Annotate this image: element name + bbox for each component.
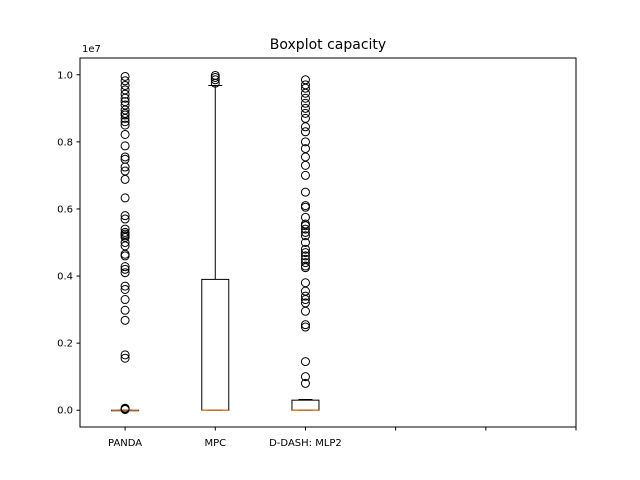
outlier-point xyxy=(300,254,310,264)
outlier-point xyxy=(120,129,130,139)
outlier-point xyxy=(300,251,310,261)
outlier-point xyxy=(300,160,310,170)
outlier-point xyxy=(300,122,310,132)
outlier-point xyxy=(120,71,130,81)
outlier-point xyxy=(120,211,130,221)
outlier-point xyxy=(300,378,310,388)
outlier-point xyxy=(210,75,220,85)
chart-title: Boxplot capacity xyxy=(270,37,386,53)
axes: 0.0 0.2 0.4 0.6 0.8 1.0 PANDA MPC D-DASH: MLP2 xyxy=(57,57,577,449)
outlier-point xyxy=(120,315,130,325)
outlier-point xyxy=(120,224,130,234)
outlier-point xyxy=(120,193,130,203)
outlier-point xyxy=(300,286,310,296)
outlier-point xyxy=(300,258,310,268)
outlier-point xyxy=(300,231,310,241)
outlier-point xyxy=(300,212,310,222)
outlier-point xyxy=(120,81,130,91)
outlier-point xyxy=(120,174,130,184)
outlier-point xyxy=(300,93,310,103)
plot-area xyxy=(111,70,320,415)
outlier-point xyxy=(300,75,310,85)
outlier-point xyxy=(120,403,130,413)
outlier-point xyxy=(300,291,310,301)
box xyxy=(291,399,320,411)
outlier-point xyxy=(120,166,130,176)
outlier-point xyxy=(300,224,310,234)
outlier-point xyxy=(300,113,310,123)
outlier-point xyxy=(300,201,310,211)
axes-frame xyxy=(79,57,577,428)
outlier-point xyxy=(300,219,310,229)
outlier-point xyxy=(120,85,130,95)
x-tick-label: MPC xyxy=(204,438,226,449)
outlier-point xyxy=(300,152,310,162)
outlier-point xyxy=(120,141,130,151)
outlier-point xyxy=(300,108,310,118)
outlier-point xyxy=(120,89,130,99)
outlier-point xyxy=(300,306,310,316)
outlier-point xyxy=(210,70,220,80)
y-tick-label: 0.8 xyxy=(57,137,73,148)
outlier-point xyxy=(120,268,130,278)
outlier-point xyxy=(120,76,130,86)
box xyxy=(201,278,230,411)
outlier-point xyxy=(300,278,310,288)
y-offset-label: 1e7 xyxy=(82,44,101,55)
outlier-point xyxy=(300,187,310,197)
outlier-point xyxy=(120,281,130,291)
outlier-point xyxy=(300,80,310,90)
outlier-point xyxy=(120,264,130,274)
outlier-point xyxy=(120,100,130,110)
y-tick-label: 0.2 xyxy=(57,339,73,350)
x-tick-label: D-DASH: MLP2 xyxy=(269,438,342,449)
outlier-point xyxy=(120,284,130,294)
outlier-point xyxy=(120,353,130,363)
outlier-point xyxy=(120,152,130,162)
outlier-point xyxy=(300,298,310,308)
outlier-point xyxy=(120,214,130,224)
outlier-point xyxy=(120,305,130,315)
outlier-point xyxy=(300,144,310,154)
outlier-point xyxy=(120,295,130,305)
outlier-point xyxy=(120,97,130,107)
outlier-point xyxy=(300,320,310,330)
outlier-point xyxy=(120,120,130,130)
outlier-point xyxy=(300,261,310,271)
x-tick-label: PANDA xyxy=(108,438,142,449)
outlier-point xyxy=(300,127,310,137)
outlier-point xyxy=(120,350,130,360)
y-tick-label: 0.6 xyxy=(57,204,73,215)
outlier-point xyxy=(300,103,310,113)
y-tick-label: 0.0 xyxy=(57,406,73,417)
outlier-point xyxy=(300,322,310,332)
outlier-point xyxy=(120,227,130,237)
outlier-point xyxy=(300,98,310,108)
outlier-point xyxy=(300,248,310,258)
box-group-3 xyxy=(291,75,320,411)
y-tick-label: 0.4 xyxy=(57,272,73,283)
outlier-point xyxy=(300,357,310,367)
outlier-point xyxy=(300,238,310,247)
y-tick-label: 1.0 xyxy=(57,70,73,81)
outlier-point xyxy=(120,262,130,272)
outlier-point xyxy=(120,154,130,164)
outlier-point xyxy=(300,372,310,382)
box-group-1 xyxy=(111,71,140,415)
outlier-point xyxy=(300,137,310,147)
outlier-point xyxy=(300,170,310,180)
outlier-point xyxy=(300,244,310,254)
box-group-2 xyxy=(201,70,230,411)
